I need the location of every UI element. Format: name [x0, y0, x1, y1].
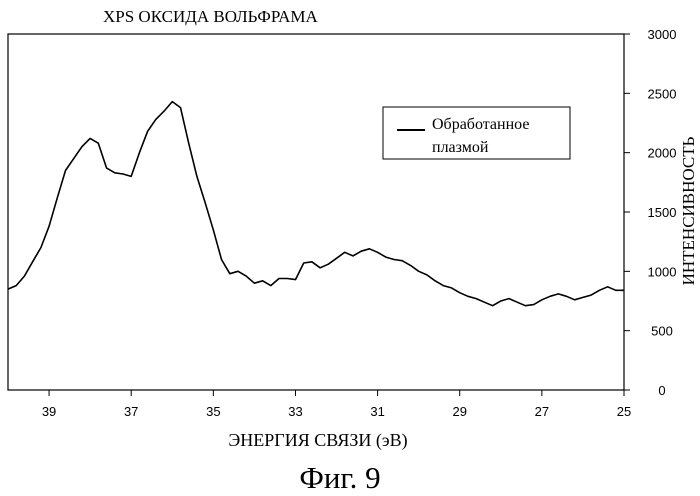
x-tick-label: 27 [535, 404, 549, 419]
x-tick-label: 39 [42, 404, 56, 419]
figure-caption: Фиг. 9 [299, 460, 380, 495]
x-axis-label: ЭНЕРГИЯ СВЯЗИ (эВ) [228, 430, 407, 451]
y-tick-label: 0 [658, 383, 665, 398]
x-tick-label: 31 [370, 404, 384, 419]
y-tick-label: 3000 [648, 27, 677, 42]
x-tick-label: 25 [617, 404, 631, 419]
legend-box [382, 106, 571, 160]
legend-label-line2: плазмой [432, 139, 489, 156]
legend: Обработанное плазмой [382, 106, 571, 160]
y-tick-label: 1500 [648, 205, 677, 220]
x-tick-label: 35 [206, 404, 220, 419]
y-tick-label: 2000 [648, 146, 677, 161]
x-axis: 39 37 35 33 31 29 27 25 [42, 390, 631, 419]
y-tick-label: 2500 [648, 86, 677, 101]
x-tick-label: 29 [452, 404, 466, 419]
y-axis-label: ИНТЕНСИВНОСТЬ [679, 136, 698, 285]
series-line-plasma-treated [7, 100, 624, 307]
x-tick-label: 33 [288, 404, 302, 419]
y-axis: 0 500 1000 1500 2000 2500 3000 [624, 27, 676, 398]
x-tick-label: 37 [124, 404, 138, 419]
chart-title: XPS ОКСИДА ВОЛЬФРАМА [103, 7, 319, 26]
legend-label-line1: Обработанное [432, 116, 529, 133]
y-tick-label: 500 [651, 324, 673, 339]
y-tick-label: 1000 [648, 264, 677, 279]
plot-area [7, 33, 625, 391]
